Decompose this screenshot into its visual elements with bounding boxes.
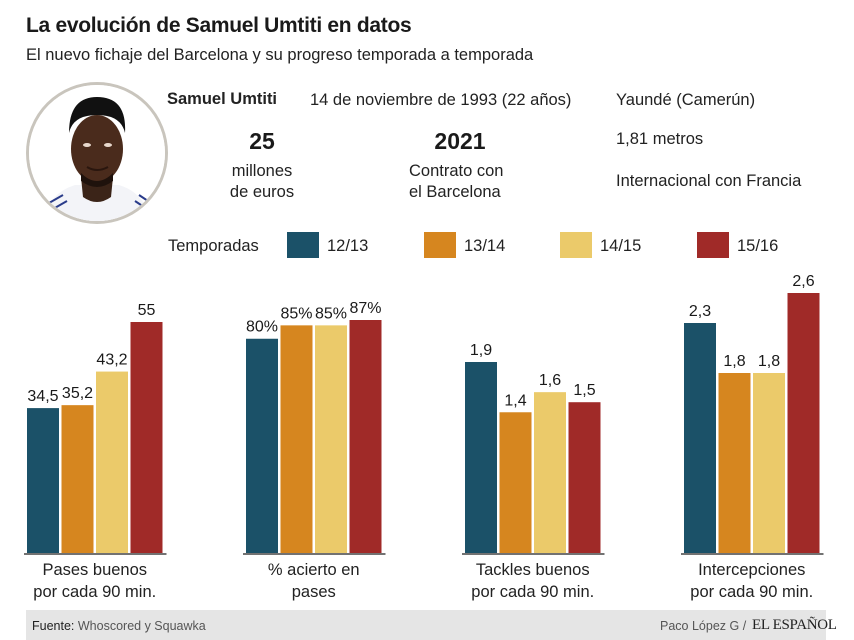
fee-caption-1: millones bbox=[231, 162, 293, 180]
chart-subtitle: El nuevo fichaje del Barcelona y su prog… bbox=[26, 46, 534, 64]
legend-label-1213: 12/13 bbox=[327, 237, 369, 255]
legend-title: Temporadas bbox=[168, 237, 259, 255]
bar-14-15 bbox=[753, 373, 785, 553]
source-label: Fuente: Whoscored y Squawka bbox=[32, 619, 206, 633]
bar-value-label: 85% bbox=[280, 305, 312, 322]
brand-logo: EL ESPAÑOL bbox=[752, 617, 837, 633]
category-label: % acierto en bbox=[267, 561, 360, 579]
bar-value-label: 1,5 bbox=[573, 382, 595, 399]
bar-value-label: 1,6 bbox=[539, 372, 561, 389]
bar-13-14 bbox=[499, 412, 532, 553]
chart-panel-1: 34,5 35,243,2 55 bbox=[24, 302, 167, 555]
player-height: 1,81 metros bbox=[616, 130, 704, 148]
category-label: Tackles buenos bbox=[475, 561, 590, 579]
bar-value-label: 2,3 bbox=[689, 303, 711, 320]
legend-swatch-1516 bbox=[697, 232, 729, 258]
footer-bar bbox=[26, 610, 826, 640]
bar-13-14 bbox=[718, 373, 751, 553]
bar-value-label: 80% bbox=[246, 319, 278, 336]
category-label: por cada 90 min. bbox=[690, 583, 814, 601]
contract-caption-1: Contrato con bbox=[409, 162, 504, 180]
player-portrait-icon bbox=[29, 85, 165, 221]
bar-12-13 bbox=[465, 362, 497, 553]
bar-value-label: 55 bbox=[138, 302, 156, 319]
bar-value-label: 35,2 bbox=[62, 385, 93, 402]
bar-value-label: 43,2 bbox=[96, 352, 127, 369]
bar-14-15 bbox=[315, 325, 347, 553]
bar-12-13 bbox=[684, 323, 716, 553]
bar-14-15 bbox=[534, 392, 566, 553]
source-value: Whoscored y Squawka bbox=[77, 619, 206, 633]
category-label: Pases buenos bbox=[42, 561, 148, 579]
legend-swatch-1415 bbox=[560, 232, 592, 258]
legend-swatch-1213 bbox=[287, 232, 319, 258]
category-label: Intercepciones bbox=[698, 561, 806, 579]
bar-13-14 bbox=[61, 405, 94, 553]
chart-title: La evolución de Samuel Umtiti en datos bbox=[26, 14, 412, 37]
fee-value: 25 bbox=[249, 128, 275, 154]
bar-value-label: 87% bbox=[349, 300, 381, 317]
bar-value-label: 2,6 bbox=[792, 273, 814, 290]
player-photo bbox=[26, 82, 168, 224]
bar-value-label: 1,9 bbox=[470, 342, 492, 359]
bar-value-label: 1,8 bbox=[758, 353, 780, 370]
bar-13-14 bbox=[280, 325, 313, 553]
chart-panel-3: 1,9 1,4 1,6 1,5 bbox=[462, 342, 605, 555]
category-label: por cada 90 min. bbox=[471, 583, 595, 601]
chart-panel-4: 2,3 1,8 1,8 2,6 bbox=[681, 273, 824, 555]
bar-14-15 bbox=[96, 371, 128, 553]
category-label: por cada 90 min. bbox=[33, 583, 157, 601]
legend-label-1314: 13/14 bbox=[464, 237, 506, 255]
bar-15-16 bbox=[130, 322, 163, 553]
bar-15-16 bbox=[349, 320, 382, 553]
bar-15-16 bbox=[787, 293, 820, 553]
category-label: pases bbox=[291, 583, 336, 601]
player-birthplace: Yaundé (Camerún) bbox=[616, 91, 756, 109]
bar-value-label: 1,8 bbox=[723, 353, 745, 370]
source-label-text: Fuente: bbox=[32, 619, 75, 633]
player-national-team: Internacional con Francia bbox=[616, 172, 802, 190]
player-birth: 14 de noviembre de 1993 (22 años) bbox=[310, 91, 572, 109]
bar-12-13 bbox=[27, 408, 59, 553]
legend-label-1516: 15/16 bbox=[737, 237, 779, 255]
contract-value: 2021 bbox=[434, 128, 486, 154]
legend-swatch-1314 bbox=[424, 232, 456, 258]
bar-value-label: 85% bbox=[315, 305, 347, 322]
bar-15-16 bbox=[568, 402, 601, 553]
bar-value-label: 34,5 bbox=[27, 388, 58, 405]
fee-caption-2: de euros bbox=[229, 183, 295, 201]
chart-panel-2: 80%85% 85% 87% bbox=[243, 300, 386, 555]
bar-12-13 bbox=[246, 338, 278, 553]
legend-label-1415: 14/15 bbox=[600, 237, 642, 255]
player-name: Samuel Umtiti bbox=[167, 90, 278, 108]
author-credit: Paco López G / bbox=[660, 619, 747, 633]
bar-value-label: 1,4 bbox=[504, 392, 526, 409]
contract-caption-2: el Barcelona bbox=[409, 183, 501, 201]
